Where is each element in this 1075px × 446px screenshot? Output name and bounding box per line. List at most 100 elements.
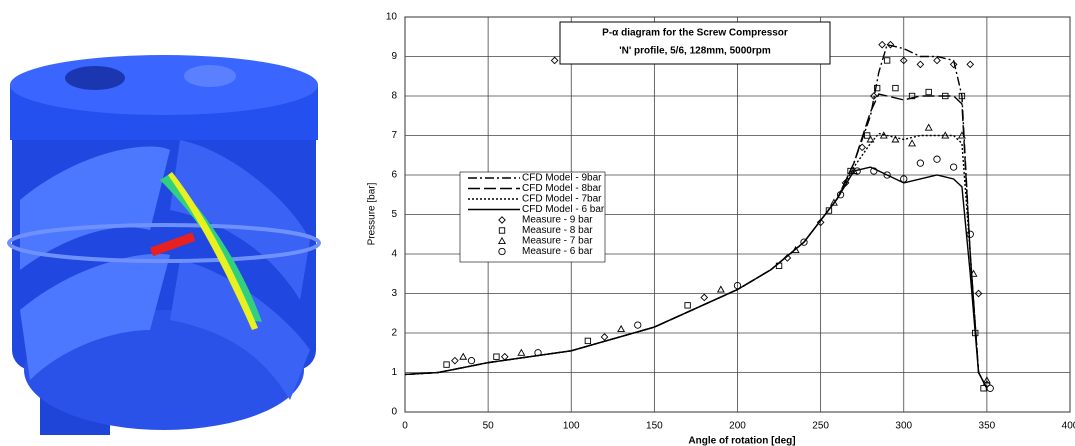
marker xyxy=(908,92,916,100)
marker xyxy=(949,60,958,69)
marker xyxy=(873,84,881,92)
marker xyxy=(550,56,559,65)
marker xyxy=(925,88,932,96)
series-line xyxy=(404,166,988,389)
marker xyxy=(892,84,899,92)
marker xyxy=(916,159,925,167)
marker xyxy=(816,218,825,227)
marker xyxy=(982,376,991,384)
marker xyxy=(634,321,642,329)
y-tick-label: 4 xyxy=(391,249,397,260)
marker xyxy=(684,302,691,309)
marker xyxy=(883,171,891,179)
y-tick-label: 6 xyxy=(391,170,397,181)
marker xyxy=(775,262,783,270)
marker xyxy=(869,92,878,100)
marker xyxy=(584,337,592,345)
legend-label: Measure - 7 bar xyxy=(522,236,593,247)
marker xyxy=(972,329,979,337)
marker xyxy=(733,281,742,290)
port xyxy=(65,66,125,90)
marker xyxy=(966,230,974,238)
marker xyxy=(700,293,709,302)
marker xyxy=(498,247,506,256)
marker xyxy=(966,60,975,69)
x-tick-label: 0 xyxy=(402,421,408,432)
x-tick-label: 250 xyxy=(812,421,829,432)
y-axis-label: Pressure [bar] xyxy=(367,182,378,245)
marker xyxy=(716,285,725,293)
marker xyxy=(886,40,895,49)
legend-label: CFD Model - 7bar xyxy=(522,194,602,205)
marker xyxy=(498,216,506,224)
marker xyxy=(825,207,833,214)
chart-subtitle: 'N' profile, 5/6, 128mm, 5000rpm xyxy=(619,46,771,57)
x-tick-label: 50 xyxy=(483,421,495,432)
marker xyxy=(879,131,888,139)
marker xyxy=(443,361,450,368)
marker xyxy=(517,348,526,356)
marker xyxy=(498,227,506,234)
legend-label: CFD Model - 8bar xyxy=(522,183,602,194)
title-box xyxy=(559,21,831,65)
marker xyxy=(836,191,845,199)
marker xyxy=(617,324,626,333)
lobe xyxy=(20,146,170,270)
marker-red xyxy=(149,232,196,257)
chart-title: P-α diagram for the Screw Compressor xyxy=(602,28,788,39)
marker xyxy=(853,167,861,175)
marker xyxy=(933,155,941,163)
marker xyxy=(459,352,468,360)
x-tick-label: 300 xyxy=(895,421,912,432)
housing-top xyxy=(10,55,318,115)
marker xyxy=(878,40,886,49)
lobe xyxy=(170,260,310,400)
marker xyxy=(899,56,908,65)
marker xyxy=(942,92,949,100)
marker xyxy=(908,139,917,147)
series-line xyxy=(404,43,988,389)
y-tick-label: 0 xyxy=(391,407,397,418)
marker xyxy=(858,143,867,152)
x-tick-label: 400 xyxy=(1062,421,1075,432)
marker xyxy=(500,352,509,361)
marker xyxy=(933,56,941,65)
x-tick-label: 100 xyxy=(563,421,580,432)
x-tick-label: 350 xyxy=(979,421,996,432)
marker xyxy=(467,356,476,365)
y-tick-label: 8 xyxy=(391,91,397,102)
marker xyxy=(534,349,542,357)
marker xyxy=(498,236,506,245)
marker xyxy=(980,385,987,392)
marker xyxy=(849,166,858,175)
legend-label: Measure - 6 bar xyxy=(522,246,593,257)
marker xyxy=(791,245,800,254)
marker xyxy=(883,57,891,64)
marker xyxy=(829,198,838,206)
marker xyxy=(783,254,792,262)
leak-path xyxy=(168,172,258,330)
port xyxy=(184,65,236,87)
x-tick-label: 200 xyxy=(729,421,746,432)
legend-label: CFD Model - 9bar xyxy=(522,173,602,184)
marker xyxy=(957,131,966,139)
y-tick-label: 5 xyxy=(391,209,397,220)
x-tick-label: 150 xyxy=(646,421,663,432)
marker xyxy=(493,353,500,360)
legend-label: Measure - 9 bar xyxy=(522,215,593,226)
x-axis-label: Angle of rotation [deg] xyxy=(688,436,795,446)
legend-label: Measure - 8 bar xyxy=(522,225,593,236)
lobe xyxy=(20,253,170,380)
marker xyxy=(900,175,908,183)
marker xyxy=(969,269,978,277)
marker xyxy=(916,60,925,69)
marker xyxy=(974,289,983,298)
legend-label: CFD Model - 6 bar xyxy=(522,204,605,215)
marker xyxy=(924,123,933,131)
compressor-image xyxy=(7,55,321,435)
lobe xyxy=(170,140,310,300)
marker xyxy=(870,167,878,175)
legend-box xyxy=(459,171,606,263)
y-tick-label: 3 xyxy=(391,288,397,299)
